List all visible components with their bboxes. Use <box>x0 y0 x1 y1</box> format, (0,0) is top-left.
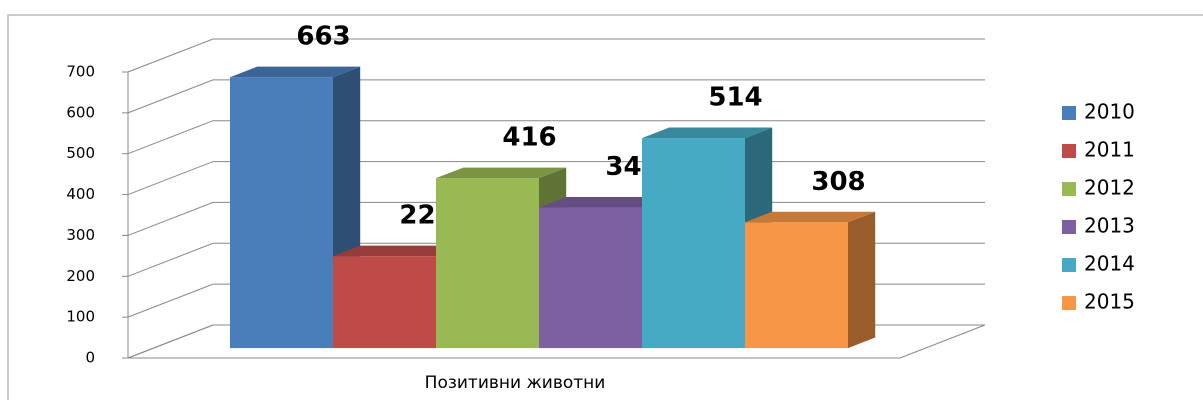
y-tick-label: 500 <box>66 144 95 162</box>
bar-front <box>642 138 745 349</box>
legend-label: 2011 <box>1084 138 1135 162</box>
legend-swatch <box>1062 182 1076 196</box>
y-tick-label: 300 <box>66 226 95 244</box>
y-tick-label: 600 <box>66 103 95 121</box>
chart-frame <box>7 14 1203 400</box>
bar-front <box>745 222 848 349</box>
bar-top <box>642 127 773 139</box>
y-tick-label: 700 <box>66 63 95 81</box>
bar-front <box>436 178 539 349</box>
bar-front <box>539 207 642 349</box>
y-tick-label: 200 <box>66 267 95 285</box>
bar-front <box>333 256 436 349</box>
legend-label: 2013 <box>1084 214 1135 238</box>
grid-line <box>127 120 985 155</box>
legend-swatch <box>1062 220 1076 234</box>
data-label: 514 <box>708 83 762 113</box>
bar-top <box>230 66 361 78</box>
legend-swatch <box>1062 144 1076 158</box>
bar-top <box>436 167 567 179</box>
legend-label: 2014 <box>1084 252 1135 276</box>
bar-top <box>539 196 670 208</box>
legend-swatch <box>1062 258 1076 272</box>
legend-label: 2010 <box>1084 100 1135 124</box>
grid-line <box>127 38 985 73</box>
data-label: 663 <box>296 22 350 52</box>
legend-label: 2012 <box>1084 176 1135 200</box>
y-tick-label: 100 <box>66 308 95 326</box>
bar-top <box>333 245 464 257</box>
bar-top <box>745 211 876 223</box>
x-category-label: Позитивни животни <box>425 373 606 393</box>
legend-label: 2015 <box>1084 290 1135 314</box>
data-label: 308 <box>811 167 865 197</box>
y-tick-label: 400 <box>66 185 95 203</box>
legend-swatch <box>1062 296 1076 310</box>
bar-side <box>848 211 876 349</box>
y-tick-label: 0 <box>85 349 95 367</box>
bar-front <box>230 77 333 349</box>
data-label: 416 <box>502 123 556 153</box>
legend-swatch <box>1062 106 1076 120</box>
grid-line <box>127 79 985 114</box>
